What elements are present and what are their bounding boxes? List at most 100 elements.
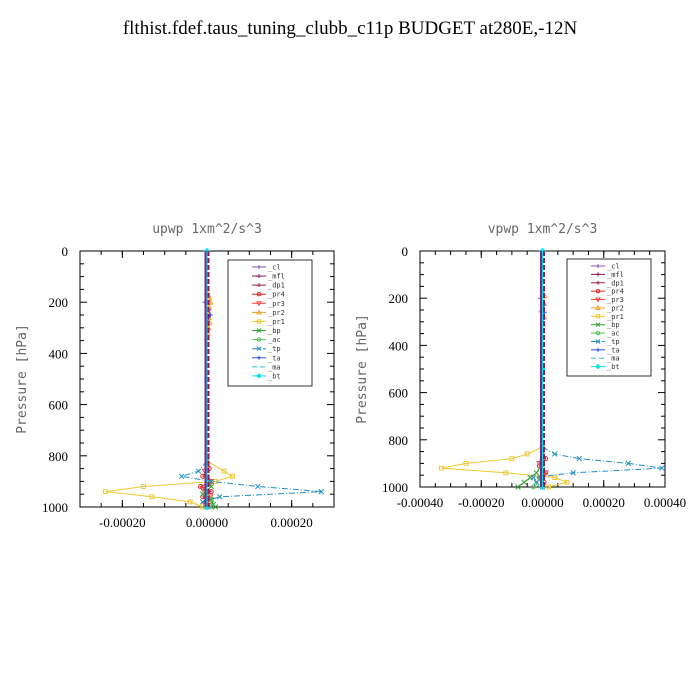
y-tick-label: 200 xyxy=(389,291,409,306)
x-tick-label: -0.00020 xyxy=(99,515,146,530)
point-pr1 xyxy=(229,473,235,479)
point-pr1 xyxy=(187,499,193,505)
legend-marker xyxy=(257,355,261,360)
point-bp xyxy=(200,491,206,497)
legend-label: _pr4 xyxy=(268,291,285,299)
point-tp xyxy=(659,465,665,471)
legend-label: _pr3 xyxy=(268,300,285,308)
series-line-tp xyxy=(181,460,322,508)
point-tp xyxy=(208,478,214,485)
point-tp xyxy=(216,494,223,500)
point-pr1 xyxy=(524,451,530,457)
point-pr1 xyxy=(546,484,552,490)
point-tp xyxy=(195,468,202,474)
x-tick-label: 0.00020 xyxy=(271,515,313,530)
y-tick-label: 1000 xyxy=(382,480,408,495)
point-bp xyxy=(533,470,540,476)
point-ac xyxy=(530,484,536,490)
panel-title: upwp 1xm^2/s^3 xyxy=(152,222,262,237)
legend-label: _cl xyxy=(268,264,281,272)
point-pr1 xyxy=(221,468,227,474)
legend-label: _tp xyxy=(607,338,620,346)
point-pr1 xyxy=(149,494,155,500)
point-bp xyxy=(515,484,521,490)
legend-marker xyxy=(595,330,601,336)
y-tick-label: 400 xyxy=(389,338,409,353)
legend-label: _pr4 xyxy=(607,288,624,296)
point-tp xyxy=(530,474,537,481)
legend-marker xyxy=(257,274,261,279)
point-tp xyxy=(178,473,185,480)
point-pr1 xyxy=(439,465,444,471)
point-pr1 xyxy=(102,489,108,495)
point-pr1 xyxy=(503,470,509,476)
y-tick-label: 800 xyxy=(49,449,69,464)
point-bp xyxy=(521,479,527,486)
legend-label: _bt xyxy=(607,363,620,371)
legend-marker xyxy=(596,264,600,268)
x-tick-label: -0.00040 xyxy=(397,495,444,510)
legend-label: _bt xyxy=(268,372,281,380)
x-tick-label: 0.00040 xyxy=(644,495,686,510)
legend-marker xyxy=(256,301,262,307)
legend-label: _cl xyxy=(607,263,620,271)
legend-marker xyxy=(256,292,262,297)
legend-label: _tp xyxy=(268,345,281,353)
legend-label: _bp xyxy=(607,321,620,329)
legend-label: _ma xyxy=(268,363,281,371)
point-tp xyxy=(576,455,583,462)
legend-label: _ma xyxy=(607,355,620,363)
legend-marker xyxy=(595,304,601,311)
legend-label: _pr2 xyxy=(268,309,285,317)
legend-marker xyxy=(595,339,601,344)
y-tick-label: 600 xyxy=(389,386,409,401)
legend-marker xyxy=(256,319,262,324)
y-tick-label: 600 xyxy=(49,398,69,413)
legend-box xyxy=(566,258,652,377)
figure-title: flthist.fdef.taus_tuning_clubb_c11p BUDG… xyxy=(122,18,578,39)
legend-marker xyxy=(256,373,262,379)
legend-marker xyxy=(595,297,601,303)
y-axis-label: Pressure [hPa] xyxy=(355,314,370,424)
x-tick-label: 0.00000 xyxy=(521,495,563,510)
legend-marker xyxy=(596,280,600,285)
y-tick-label: 200 xyxy=(49,295,69,310)
legend-marker xyxy=(256,309,262,315)
legend-marker xyxy=(596,347,600,352)
y-tick-label: 400 xyxy=(49,346,69,361)
series-line-pr1 xyxy=(105,460,234,508)
y-axis-label: Pressure [hPa] xyxy=(15,324,30,434)
panel-2: vpwp 1xm^2/s^3 Pressure [hPa] 0 200 400 600 80… xyxy=(355,222,686,510)
legend-label: _pr2 xyxy=(607,304,624,312)
legend-label: _pr1 xyxy=(607,313,624,321)
x-tick-label: -0.00020 xyxy=(458,495,505,510)
legend-marker xyxy=(256,328,262,333)
y-tick-label: 0 xyxy=(402,244,409,259)
panel-title: vpwp 1xm^2/s^3 xyxy=(488,222,598,237)
legend-marker xyxy=(595,314,601,319)
point-tp xyxy=(625,460,632,467)
y-tick-label: 1000 xyxy=(42,500,68,515)
panel-1: upwp 1xm^2/s^3 Pressure [hPa] 0 200 400 600 80… xyxy=(15,222,335,530)
point-tp xyxy=(570,470,576,476)
legend-marker xyxy=(257,283,261,288)
point-bp xyxy=(212,504,219,510)
x-tick-label: 0.00000 xyxy=(186,515,228,530)
point-pr1 xyxy=(463,460,469,466)
point-pr3 xyxy=(542,470,549,477)
x-tick-label: 0.00020 xyxy=(583,495,625,510)
legend: _cl_mfl_dp1_pr4_pr3_pr2_pr1_bp_ac_tp_ta_… xyxy=(566,258,652,377)
point-tp xyxy=(533,479,540,486)
y-tick-label: 0 xyxy=(62,244,69,259)
point-tp xyxy=(551,451,558,457)
legend-box xyxy=(227,259,313,387)
legend-marker xyxy=(596,272,600,277)
point-pr1 xyxy=(552,475,558,480)
legend-label: _bp xyxy=(268,327,281,335)
legend-label: _ta xyxy=(268,354,281,362)
series-line-pr1 xyxy=(441,446,569,488)
legend-label: _dp1 xyxy=(607,279,624,287)
legend-marker xyxy=(595,322,601,328)
legend-marker xyxy=(256,337,262,342)
